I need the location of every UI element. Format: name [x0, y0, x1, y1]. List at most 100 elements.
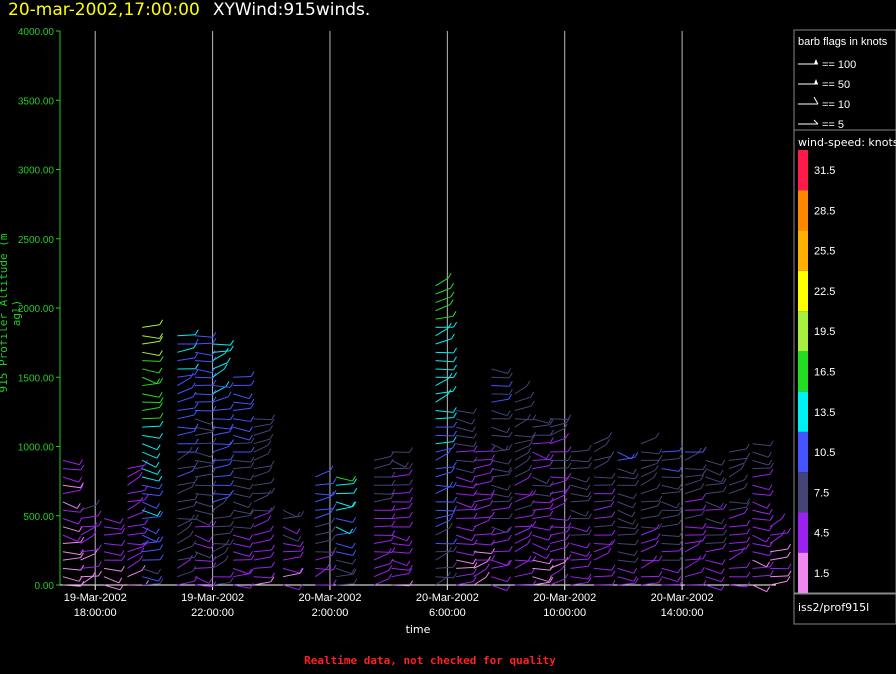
y-tick-label: 4000.00 [18, 27, 55, 38]
wind-barb-flag [471, 476, 476, 483]
wind-barb-flag [229, 577, 234, 583]
wind-barb-flag [721, 576, 725, 583]
wind-barb-flag [141, 565, 146, 571]
wind-barb-flag [507, 491, 512, 498]
wind-barb-flag [159, 490, 164, 496]
wind-barb-flag [528, 464, 533, 471]
wind-barb-flag [267, 448, 272, 455]
wind-barb [684, 571, 702, 578]
wind-barb-flag [79, 549, 84, 555]
wind-barb [233, 493, 251, 498]
wind-barb [335, 501, 352, 508]
wind-barb-flag [271, 414, 276, 420]
wind-barb-flag [250, 402, 255, 409]
wind-barb [661, 450, 680, 453]
wind-barb-flag [389, 558, 394, 564]
wind-barb [435, 390, 454, 395]
wind-barb [549, 502, 565, 511]
wind-barb [253, 444, 269, 453]
wind-barb-flag [656, 483, 661, 489]
wind-barb [177, 414, 195, 420]
x-tick-date: 20-Mar-2002 [298, 592, 361, 604]
wind-barb-flag [248, 502, 252, 508]
wind-barb [549, 489, 568, 495]
wind-barb [435, 576, 448, 586]
wind-barb-flag [491, 511, 495, 518]
wind-barb [282, 526, 298, 535]
wind-barb [194, 360, 213, 363]
wind-barb-flag [586, 476, 590, 483]
wind-barb [212, 464, 230, 470]
wind-barb-flag [722, 486, 727, 492]
wind-barb-flag [744, 474, 748, 481]
wind-barb-flag [658, 495, 663, 502]
wind-barb-flag [211, 468, 216, 475]
wind-barb-flag [229, 403, 234, 410]
wind-barb [62, 541, 81, 544]
wind-barb-flag [658, 571, 663, 577]
wind-barb [315, 521, 332, 528]
wind-barb-flag [702, 464, 707, 470]
wind-barb [491, 385, 510, 387]
wind-barb-flag [549, 454, 554, 460]
wind-barb [194, 551, 211, 559]
wind-barb [549, 480, 567, 486]
wind-barb-flag [532, 520, 537, 527]
wind-barb [233, 476, 251, 481]
barb-legend-label: == 10 [822, 99, 850, 111]
wind-barb [684, 558, 703, 561]
x-axis-label: time [405, 623, 431, 636]
wind-barb-flag [211, 426, 216, 433]
wind-barb [661, 542, 680, 546]
wind-barb-flag [249, 541, 254, 548]
wind-barb-flag [408, 568, 413, 574]
wind-barb-flag [405, 461, 409, 468]
wind-barb [253, 549, 272, 553]
wind-barb [435, 527, 450, 536]
wind-barb [752, 534, 767, 543]
wind-barb [491, 584, 507, 592]
y-tick-label: 2000.00 [18, 304, 55, 315]
wind-barb [212, 426, 231, 430]
wind-barb [728, 548, 747, 553]
wind-barb [127, 490, 145, 495]
wind-barb [233, 442, 252, 445]
quality-note: Realtime data, not checked for quality [304, 654, 556, 667]
wind-barb [335, 573, 354, 578]
wind-barb-flag [565, 541, 570, 548]
wind-barb [435, 351, 454, 354]
wind-barb [142, 548, 160, 553]
wind-barb [373, 570, 389, 578]
wind-barb-flag [270, 418, 275, 425]
wind-barb [177, 430, 195, 436]
wind-barb [391, 567, 410, 571]
colorbar-swatch [798, 351, 808, 392]
wind-barb [142, 324, 160, 328]
wind-barb [705, 576, 722, 583]
wind-barb [570, 484, 588, 491]
wind-barb-flag [743, 457, 748, 464]
wind-barb [770, 548, 788, 553]
wind-barb-flag [230, 439, 234, 445]
wind-barb-flag [527, 538, 531, 545]
wind-barb [705, 548, 723, 553]
wind-barb [177, 387, 193, 395]
wind-barb [62, 489, 81, 495]
wind-barb-flag [352, 501, 357, 507]
wind-barb [194, 451, 212, 458]
wind-barb-flag [563, 498, 568, 504]
wind-barb [315, 508, 334, 511]
wind-barb [127, 499, 146, 503]
wind-barb [491, 484, 508, 491]
x-tick-time: 14:00:00 [661, 607, 704, 619]
wind-barb-flag [267, 440, 272, 446]
wind-barb-flag [781, 530, 786, 536]
wind-barb-flag [192, 565, 197, 572]
wind-barb [456, 493, 474, 496]
wind-barb [253, 530, 271, 536]
wind-barb [282, 567, 300, 574]
wind-barb [194, 426, 213, 432]
wind-barb-flag [194, 369, 199, 375]
wind-barb [335, 567, 352, 575]
wind-barb [661, 501, 677, 509]
